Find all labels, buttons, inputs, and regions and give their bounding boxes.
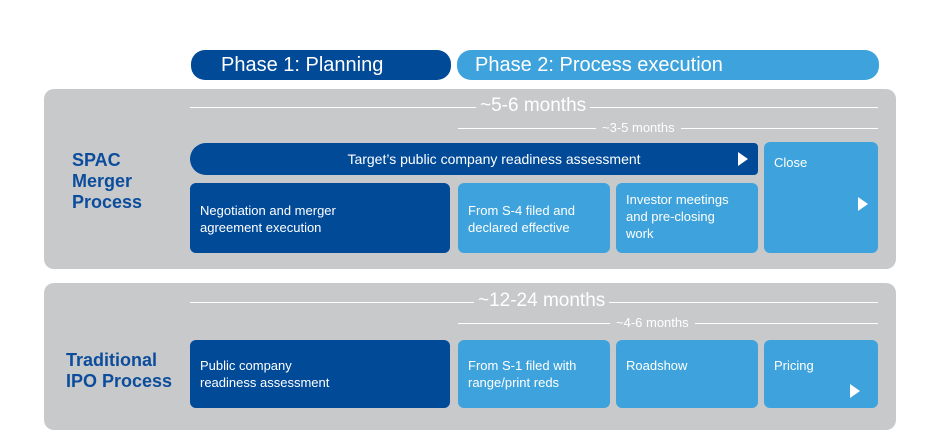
ipo-duration-total: ~12-24 months — [474, 290, 610, 312]
spac-investor-box: Investor meetings and pre-closing work — [616, 183, 758, 253]
ipo-process-label: Traditional IPO Process — [66, 350, 173, 391]
ipo-roadshow-box: Roadshow — [616, 340, 758, 408]
spac-duration-sub: ~3-5 months — [596, 120, 681, 135]
spac-readiness-label: Target’s public company readiness assess… — [347, 151, 641, 167]
pricing-arrow-icon — [850, 384, 860, 398]
ipo-s1-box: From S-1 filed with range/print reds — [458, 340, 610, 408]
spac-s4-box: From S-4 filed and declared effective — [458, 183, 610, 253]
spac-process-label: SPAC Merger Process — [72, 150, 143, 212]
phase-2-header: Phase 2: Process execution — [457, 50, 879, 80]
readiness-arrow-icon — [738, 152, 748, 166]
phase-1-label: Phase 1: Planning — [221, 53, 384, 76]
spac-readiness-bar: Target’s public company readiness assess… — [190, 143, 758, 175]
ipo-duration-sub: ~4-6 months — [610, 315, 695, 330]
spac-close-label: Close — [774, 155, 808, 170]
ipo-pricing-box: Pricing — [764, 340, 878, 408]
spac-negotiation-box: Negotiation and merger agreement executi… — [190, 183, 450, 253]
close-arrow-icon — [858, 197, 868, 211]
phase-2-label: Phase 2: Process execution — [475, 53, 723, 76]
ipo-readiness-box: Public company readiness assessment — [190, 340, 450, 408]
spac-duration-total: ~5-6 months — [476, 95, 591, 117]
phase-1-header: Phase 1: Planning — [191, 50, 451, 80]
spac-close-box: Close — [764, 142, 878, 253]
